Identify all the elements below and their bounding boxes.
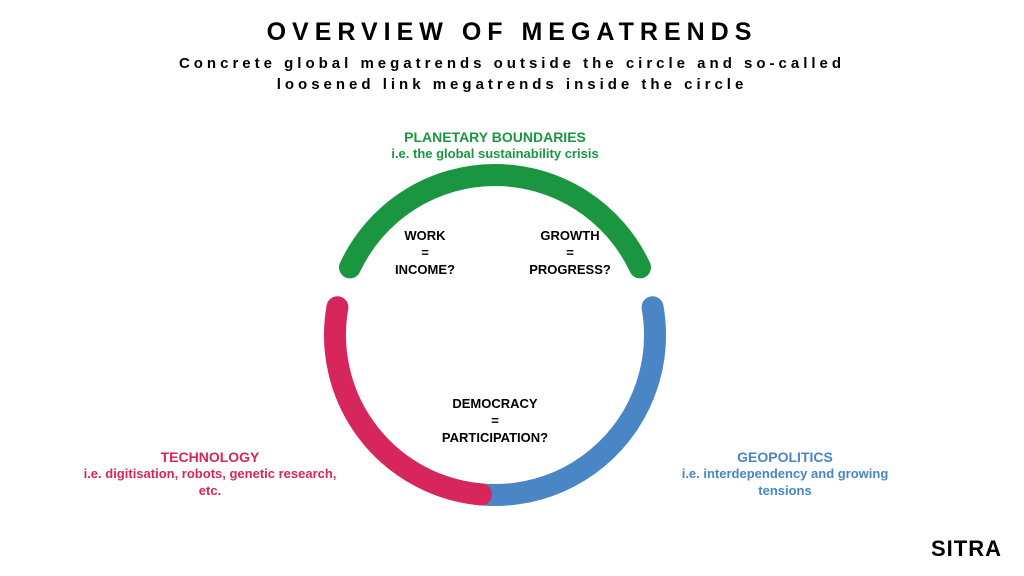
inner-line: DEMOCRACY: [452, 396, 537, 411]
outer-label-sub: i.e. digitisation, robots, genetic resea…: [80, 466, 340, 500]
outer-label-main: TECHNOLOGY: [80, 448, 340, 466]
inner-label-growth: GROWTH = PROGRESS?: [480, 228, 660, 279]
outer-label-technology: TECHNOLOGY i.e. digitisation, robots, ge…: [80, 448, 340, 500]
inner-line: PROGRESS?: [529, 262, 611, 277]
inner-line: =: [421, 245, 429, 260]
outer-label-sub: i.e. interdependency and growing tension…: [670, 466, 900, 500]
outer-label-planetary-boundaries: PLANETARY BOUNDARIES i.e. the global sus…: [315, 128, 675, 163]
inner-line: PARTICIPATION?: [442, 430, 548, 445]
outer-label-geopolitics: GEOPOLITICS i.e. interdependency and gro…: [670, 448, 900, 500]
sitra-logo: SITRA: [931, 536, 1002, 562]
outer-label-main: PLANETARY BOUNDARIES: [315, 128, 675, 146]
inner-label-democracy: DEMOCRACY = PARTICIPATION?: [405, 396, 585, 447]
inner-line: =: [566, 245, 574, 260]
inner-line: =: [491, 413, 499, 428]
inner-line: GROWTH: [540, 228, 599, 243]
outer-label-main: GEOPOLITICS: [670, 448, 900, 466]
inner-line: INCOME?: [395, 262, 455, 277]
outer-label-sub: i.e. the global sustainability crisis: [315, 146, 675, 163]
inner-line: WORK: [404, 228, 445, 243]
